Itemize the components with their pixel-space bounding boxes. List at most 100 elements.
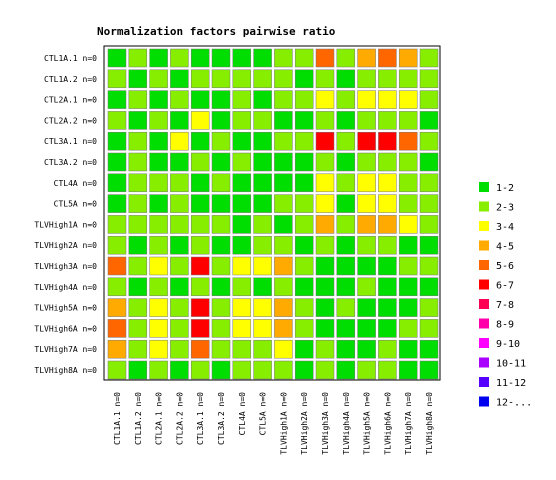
- heatmap-cell: [294, 298, 314, 317]
- heatmap-cell: [294, 48, 314, 68]
- heatmap-cell: [336, 277, 356, 297]
- row-label: TLVHigh4A n=0: [34, 283, 97, 292]
- heatmap-cell: [315, 152, 335, 172]
- row-label: CTL3A.1 n=0: [44, 137, 97, 146]
- heatmap-cell: [294, 215, 314, 234]
- heatmap-cell: [398, 298, 418, 317]
- heatmap-cell: [190, 152, 210, 172]
- heatmap-cell: [253, 235, 272, 255]
- heatmap-cell: [378, 277, 397, 297]
- heatmap-cell: [315, 173, 335, 193]
- heatmap-cell: [211, 131, 231, 151]
- heatmap-cell: [294, 319, 314, 338]
- heatmap-cell: [190, 235, 210, 255]
- heatmap-cell: [170, 194, 189, 213]
- heatmap-cell: [274, 173, 293, 193]
- heatmap-cell: [232, 173, 252, 193]
- heatmap-cell: [315, 131, 335, 151]
- heatmap-cell: [170, 360, 189, 380]
- heatmap-cell: [128, 111, 148, 130]
- heatmap-cell: [190, 339, 210, 359]
- heatmap-cell: [107, 48, 127, 68]
- heatmap-cell: [107, 277, 127, 297]
- heatmap-cell: [232, 319, 252, 338]
- legend-label: 3-4: [496, 222, 514, 233]
- heatmap-cell: [398, 131, 418, 151]
- heatmap-cell: [170, 131, 189, 151]
- heatmap-cell: [253, 152, 272, 172]
- heatmap-cell: [274, 235, 293, 255]
- heatmap-cell: [211, 235, 231, 255]
- heatmap-cell: [315, 339, 335, 359]
- heatmap-cell: [190, 90, 210, 109]
- heatmap-cell: [170, 69, 189, 89]
- heatmap-cell: [274, 194, 293, 213]
- heatmap-cell: [357, 298, 376, 317]
- heatmap-cell: [378, 152, 397, 172]
- heatmap-cell: [253, 69, 272, 89]
- row-label: CTL2A.1 n=0: [44, 96, 97, 105]
- heatmap-cell: [211, 152, 231, 172]
- heatmap-cell: [211, 111, 231, 130]
- heatmap-cell: [253, 298, 272, 317]
- heatmap-cell: [274, 90, 293, 109]
- heatmap-cell: [398, 90, 418, 109]
- heatmap-cell: [232, 69, 252, 89]
- heatmap-cell: [170, 339, 189, 359]
- heatmap-cell: [107, 152, 127, 172]
- heatmap-cell: [232, 360, 252, 380]
- heatmap-cell: [211, 339, 231, 359]
- column-label: TLVHigh2A n=0: [300, 392, 309, 455]
- column-label: TLVHigh1A n=0: [279, 392, 288, 455]
- legend-swatch: [479, 338, 489, 348]
- heatmap-cell: [128, 360, 148, 380]
- legend-swatch: [479, 357, 489, 368]
- heatmap-cell: [336, 319, 356, 338]
- heatmap-cell: [274, 48, 293, 68]
- heatmap-cell: [107, 235, 127, 255]
- heatmap-cell: [357, 235, 376, 255]
- heatmap-cell: [294, 360, 314, 380]
- heatmap-cell: [294, 339, 314, 359]
- heatmap-cell: [128, 131, 148, 151]
- heatmap-cell: [398, 360, 418, 380]
- column-label: TLVHigh4A n=0: [342, 392, 351, 455]
- heatmap-cell: [274, 256, 293, 276]
- heatmap-cell: [274, 69, 293, 89]
- heatmap-cell: [419, 319, 439, 338]
- legend-swatch: [479, 201, 489, 212]
- heatmap-cell: [232, 235, 252, 255]
- column-labels: CTL1A.1 n=0 CTL1A.2 n=0 CTL2A.1 n=0 CTL2A.2…: [113, 392, 434, 455]
- heatmap-cell: [357, 152, 376, 172]
- legend-swatch: [479, 299, 489, 309]
- heatmap-cell: [149, 256, 168, 276]
- heatmap-cell: [253, 277, 272, 297]
- heatmap-cell: [419, 277, 439, 297]
- heatmap-cell: [211, 298, 231, 317]
- row-label: TLVHigh5A n=0: [34, 304, 97, 313]
- heatmap-cell: [128, 69, 148, 89]
- heatmap-cell: [128, 194, 148, 213]
- row-label: CTL1A.2 n=0: [44, 75, 97, 84]
- heatmap-cell: [419, 90, 439, 109]
- heatmap-cell: [315, 48, 335, 68]
- heatmap-cell: [419, 48, 439, 68]
- heatmap-cell: [128, 339, 148, 359]
- row-label: TLVHigh1A n=0: [34, 220, 97, 229]
- heatmap-cell: [398, 194, 418, 213]
- row-label: TLVHigh8A n=0: [34, 366, 97, 375]
- heatmap-cell: [232, 48, 252, 68]
- legend-label: 8-9: [496, 320, 514, 331]
- legend-label: 4-5: [496, 242, 514, 253]
- legend-label: 5-6: [496, 261, 514, 272]
- heatmap-cell: [294, 152, 314, 172]
- heatmap-cell: [378, 69, 397, 89]
- heatmap-cell: [149, 111, 168, 130]
- heatmap-cell: [149, 277, 168, 297]
- heatmap-cell: [357, 319, 376, 338]
- heatmap-cell: [357, 256, 376, 276]
- heatmap-cell: [232, 131, 252, 151]
- heatmap-cell: [149, 298, 168, 317]
- heatmap-cell: [149, 90, 168, 109]
- heatmap-cell: [398, 69, 418, 89]
